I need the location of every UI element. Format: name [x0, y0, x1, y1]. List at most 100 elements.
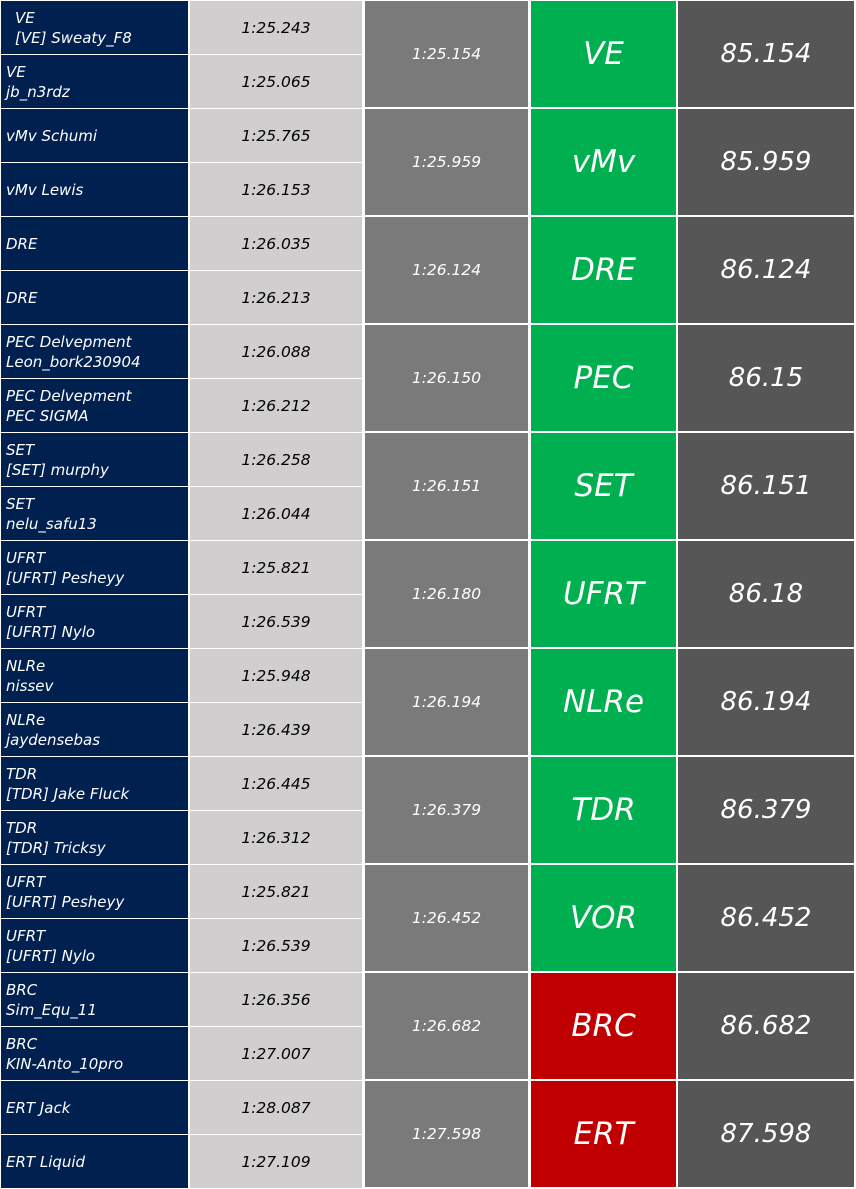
driver-team-line: BRC — [6, 1034, 38, 1053]
lap-time-cell: 1:26.213 — [190, 271, 362, 324]
lap-time-cell: 1:25.821 — [190, 541, 362, 594]
average-time-cell: 1:26.379 — [365, 757, 528, 863]
lap-time-cell: 1:26.035 — [190, 217, 362, 270]
driver-team-line: TDR — [6, 764, 38, 783]
lap-time-cell: 1:26.439 — [190, 703, 362, 756]
team-block: TDR [TDR] Jake Fluck 1:26.445 TDR [TDR] Tric… — [0, 756, 856, 864]
team-code-cell: ERT — [531, 1081, 676, 1187]
lap-time-cell: 1:26.539 — [190, 595, 362, 648]
driver-name-cell: UFRT [UFRT] Nylo — [1, 595, 188, 648]
lap-time-cell: 1:27.109 — [190, 1135, 362, 1188]
driver-name-line: jb_n3rdz — [6, 82, 70, 101]
lap-time-cell: 1:26.356 — [190, 973, 362, 1026]
driver-name-cell: UFRT [UFRT] Pesheyy — [1, 865, 188, 918]
score-cell: 86.194 — [678, 649, 854, 755]
driver-team-line: VE — [15, 8, 35, 27]
driver-name-line: nissev — [6, 676, 54, 695]
driver-name-line: [TDR] Jake Fluck — [6, 784, 130, 803]
driver-team-line: UFRT — [6, 872, 46, 891]
team-code-cell: PEC — [531, 325, 676, 431]
driver-name-cell: NLRe jaydensebas — [1, 703, 188, 756]
driver-name-line: nelu_safu13 — [6, 514, 97, 533]
driver-name-line: KIN-Anto_10pro — [6, 1054, 124, 1073]
score-cell: 86.124 — [678, 217, 854, 323]
score-cell: 86.15 — [678, 325, 854, 431]
driver-name-line: [VE] Sweaty_F8 — [15, 28, 132, 47]
driver-name-line: ERT Liquid — [6, 1152, 86, 1171]
driver-name-line: Leon_bork230904 — [6, 352, 141, 371]
team-block: ERT Jack 1:28.087 ERT Liquid 1:27.109 1:27.5… — [0, 1080, 856, 1188]
driver-name-cell: BRC Sim_Equ_11 — [1, 973, 188, 1026]
driver-team-line: UFRT — [6, 548, 46, 567]
lap-time-cell: 1:25.948 — [190, 649, 362, 702]
driver-name-cell: vMv Schumi — [1, 109, 188, 162]
lap-time-cell: 1:25.821 — [190, 865, 362, 918]
driver-name-cell: SET [SET] murphy — [1, 433, 188, 486]
lap-time-cell: 1:26.258 — [190, 433, 362, 486]
team-block: DRE 1:26.035 DRE 1:26.213 1:26.124 DRE 86.124 — [0, 216, 856, 324]
driver-name-line: Sim_Equ_11 — [6, 1000, 97, 1019]
team-code-cell: VOR — [531, 865, 676, 971]
team-code-cell: vMv — [531, 109, 676, 215]
lap-time-cell: 1:26.312 — [190, 811, 362, 864]
driver-name-cell: UFRT [UFRT] Nylo — [1, 919, 188, 972]
team-code-cell: VE — [531, 1, 676, 107]
driver-name-cell: VE [VE] Sweaty_F8 — [1, 1, 188, 54]
driver-name-line: PEC SIGMA — [6, 406, 89, 425]
lap-time-cell: 1:28.087 — [190, 1081, 362, 1134]
score-cell: 86.151 — [678, 433, 854, 539]
lap-time-cell: 1:26.539 — [190, 919, 362, 972]
driver-name-line: [UFRT] Nylo — [6, 622, 96, 641]
driver-name-line: [UFRT] Pesheyy — [6, 568, 125, 587]
average-time-cell: 1:26.180 — [365, 541, 528, 647]
average-time-cell: 1:26.124 — [365, 217, 528, 323]
score-cell: 86.682 — [678, 973, 854, 1079]
driver-name-line: [UFRT] Pesheyy — [6, 892, 125, 911]
driver-team-line: UFRT — [6, 926, 46, 945]
average-time-cell: 1:26.452 — [365, 865, 528, 971]
driver-name-cell: NLRe nissev — [1, 649, 188, 702]
team-code-cell: SET — [531, 433, 676, 539]
driver-name-line: DRE — [6, 288, 38, 307]
average-time-cell: 1:25.959 — [365, 109, 528, 215]
driver-name-cell: DRE — [1, 217, 188, 270]
driver-team-line: PEC Delvepment — [6, 332, 132, 351]
driver-team-line: BRC — [6, 980, 38, 999]
lap-time-cell: 1:25.065 — [190, 55, 362, 108]
team-block: vMv Schumi 1:25.765 vMv Lewis 1:26.153 1:25.… — [0, 108, 856, 216]
lap-time-cell: 1:27.007 — [190, 1027, 362, 1080]
team-block: PEC Delvepment Leon_bork230904 1:26.088 PEC… — [0, 324, 856, 432]
driver-name-cell: TDR [TDR] Tricksy — [1, 811, 188, 864]
lap-time-cell: 1:26.212 — [190, 379, 362, 432]
score-cell: 85.154 — [678, 1, 854, 107]
score-cell: 87.598 — [678, 1081, 854, 1187]
driver-name-line: vMv Schumi — [6, 126, 98, 145]
score-cell: 86.18 — [678, 541, 854, 647]
average-time-cell: 1:27.598 — [365, 1081, 528, 1187]
driver-name-cell: ERT Liquid — [1, 1135, 188, 1188]
driver-name-line: [SET] murphy — [6, 460, 109, 479]
driver-name-line: ERT Jack — [6, 1098, 71, 1117]
lap-time-cell: 1:25.765 — [190, 109, 362, 162]
lap-time-cell: 1:25.243 — [190, 1, 362, 54]
team-code-cell: UFRT — [531, 541, 676, 647]
team-code-cell: NLRe — [531, 649, 676, 755]
driver-name-cell: BRC KIN-Anto_10pro — [1, 1027, 188, 1080]
driver-name-line: vMv Lewis — [6, 180, 84, 199]
driver-name-cell: ERT Jack — [1, 1081, 188, 1134]
driver-name-cell: VE jb_n3rdz — [1, 55, 188, 108]
team-block: UFRT [UFRT] Pesheyy 1:25.821 UFRT [UFRT] Nyl… — [0, 864, 856, 972]
score-cell: 85.959 — [678, 109, 854, 215]
driver-team-line: SET — [6, 440, 35, 459]
average-time-cell: 1:26.682 — [365, 973, 528, 1079]
driver-team-line: NLRe — [6, 656, 46, 675]
driver-team-line: TDR — [6, 818, 38, 837]
team-block: SET [SET] murphy 1:26.258 SET nelu_safu13 1:2… — [0, 432, 856, 540]
team-block: NLRe nissev 1:25.948 NLRe jaydensebas 1:26.43… — [0, 648, 856, 756]
average-time-cell: 1:26.194 — [365, 649, 528, 755]
driver-team-line: SET — [6, 494, 35, 513]
driver-name-cell: SET nelu_safu13 — [1, 487, 188, 540]
driver-name-cell: UFRT [UFRT] Pesheyy — [1, 541, 188, 594]
driver-name-cell: PEC Delvepment Leon_bork230904 — [1, 325, 188, 378]
